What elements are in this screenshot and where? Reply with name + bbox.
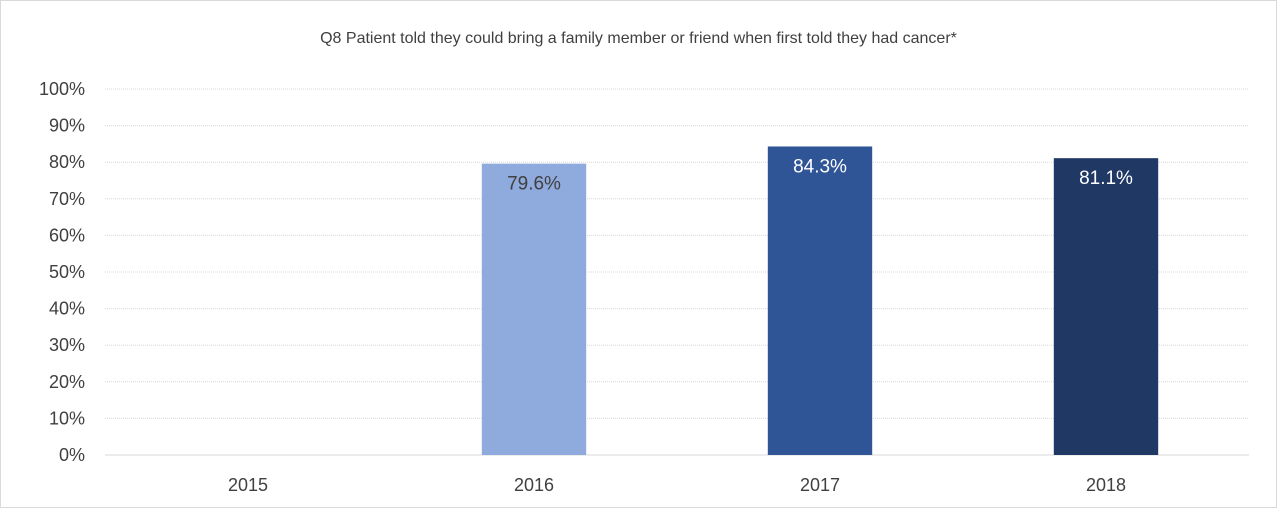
y-tick-label: 80%	[49, 152, 85, 172]
y-tick-label: 90%	[49, 116, 85, 136]
y-tick-label: 100%	[39, 79, 85, 99]
chart-title: Q8 Patient told they could bring a famil…	[320, 30, 957, 47]
bar	[481, 163, 587, 455]
x-tick-label: 2018	[1086, 475, 1126, 495]
bar	[1053, 158, 1159, 455]
data-label: 81.1%	[1079, 168, 1133, 189]
x-tick-label: 2016	[514, 475, 554, 495]
y-tick-label: 20%	[49, 372, 85, 392]
x-tick-label: 2017	[800, 475, 840, 495]
data-label: 79.6%	[507, 174, 561, 195]
data-label: 84.3%	[793, 156, 847, 177]
y-tick-label: 10%	[49, 408, 85, 428]
x-tick-label: 2015	[228, 475, 268, 495]
bar	[767, 146, 873, 455]
y-tick-label: 50%	[49, 262, 85, 282]
y-tick-label: 40%	[49, 299, 85, 319]
y-tick-label: 60%	[49, 225, 85, 245]
y-tick-label: 70%	[49, 189, 85, 209]
y-tick-label: 30%	[49, 335, 85, 355]
y-tick-label: 0%	[59, 445, 85, 465]
